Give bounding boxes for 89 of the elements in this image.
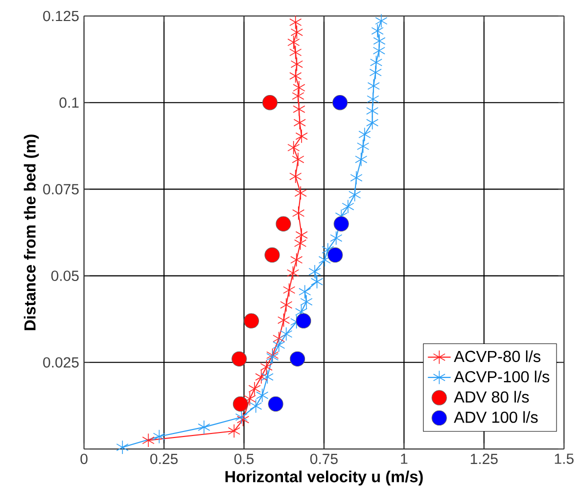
point [342, 199, 354, 214]
point [289, 68, 302, 83]
point [290, 252, 303, 267]
point [300, 294, 313, 309]
point [294, 116, 306, 130]
point [296, 313, 312, 328]
point [278, 313, 290, 328]
legend-label: ACVP-100 l/s [454, 370, 550, 382]
point [262, 94, 278, 110]
point [332, 94, 348, 110]
point [260, 360, 273, 374]
x-tick-label: 0.25 [150, 454, 178, 464]
point [153, 429, 166, 444]
point [298, 284, 311, 299]
x-tick-label: 1.25 [470, 454, 498, 464]
legend-label: ACVP-80 l/s [454, 350, 540, 362]
point [286, 266, 300, 280]
point [295, 129, 308, 144]
x-tick-label: 0 [80, 454, 88, 464]
point [358, 127, 371, 142]
point [198, 420, 210, 434]
point [142, 433, 154, 448]
point [292, 206, 305, 220]
point [256, 388, 268, 402]
point [372, 44, 386, 58]
point [250, 398, 262, 414]
point [350, 170, 362, 185]
point [244, 313, 259, 328]
x-tick-label: 0.5 [234, 454, 254, 464]
point [236, 412, 250, 427]
point [289, 15, 302, 30]
point [371, 24, 384, 38]
y-tick-label: 0.125 [43, 10, 79, 22]
y-tick-label: 0.025 [43, 357, 79, 368]
point [318, 252, 331, 267]
point [294, 236, 306, 250]
point [228, 424, 240, 438]
point [292, 88, 304, 104]
point [287, 35, 300, 50]
legend-label: ADV 80 l/s [454, 390, 529, 403]
x-tick-label: 1 [401, 454, 408, 464]
point [232, 396, 248, 412]
point [328, 247, 343, 263]
point [330, 230, 342, 246]
point [356, 139, 370, 154]
x-tick-label: 0.75 [310, 454, 338, 464]
point [272, 338, 286, 352]
point [280, 326, 292, 342]
point [366, 92, 380, 106]
point [290, 25, 303, 40]
point [334, 216, 349, 232]
point [292, 80, 306, 95]
x-tick-label: 1.5 [554, 454, 574, 464]
point [276, 216, 291, 232]
point [369, 65, 382, 80]
y-tick-label: 0.05 [51, 270, 79, 281]
x-axis-title: Horizontal velocity u (m/s) [226, 470, 423, 486]
point [367, 78, 380, 94]
point [292, 102, 306, 116]
point [280, 298, 292, 312]
point [290, 351, 306, 367]
point [282, 282, 296, 298]
point [366, 116, 378, 130]
point [295, 228, 308, 242]
point [255, 370, 268, 384]
point [289, 45, 302, 60]
point [370, 55, 382, 70]
point [294, 186, 307, 200]
point [290, 57, 303, 72]
point [268, 396, 284, 412]
point [232, 351, 247, 367]
point [348, 188, 361, 202]
point [289, 169, 302, 184]
point [261, 370, 274, 384]
point [116, 440, 129, 454]
point [308, 264, 321, 279]
y-axis-title: Distance from the bed (m) [24, 134, 39, 330]
point [244, 392, 256, 406]
legend-label: ADV 100 l/s [454, 411, 538, 423]
point [264, 247, 280, 263]
point [310, 274, 324, 289]
point [375, 14, 388, 28]
point [354, 152, 368, 166]
y-tick-label: 0.1 [59, 97, 79, 108]
point [366, 104, 378, 118]
y-tick-label: 0.075 [43, 184, 79, 194]
point [373, 34, 386, 48]
point [248, 382, 261, 396]
point [235, 410, 248, 424]
